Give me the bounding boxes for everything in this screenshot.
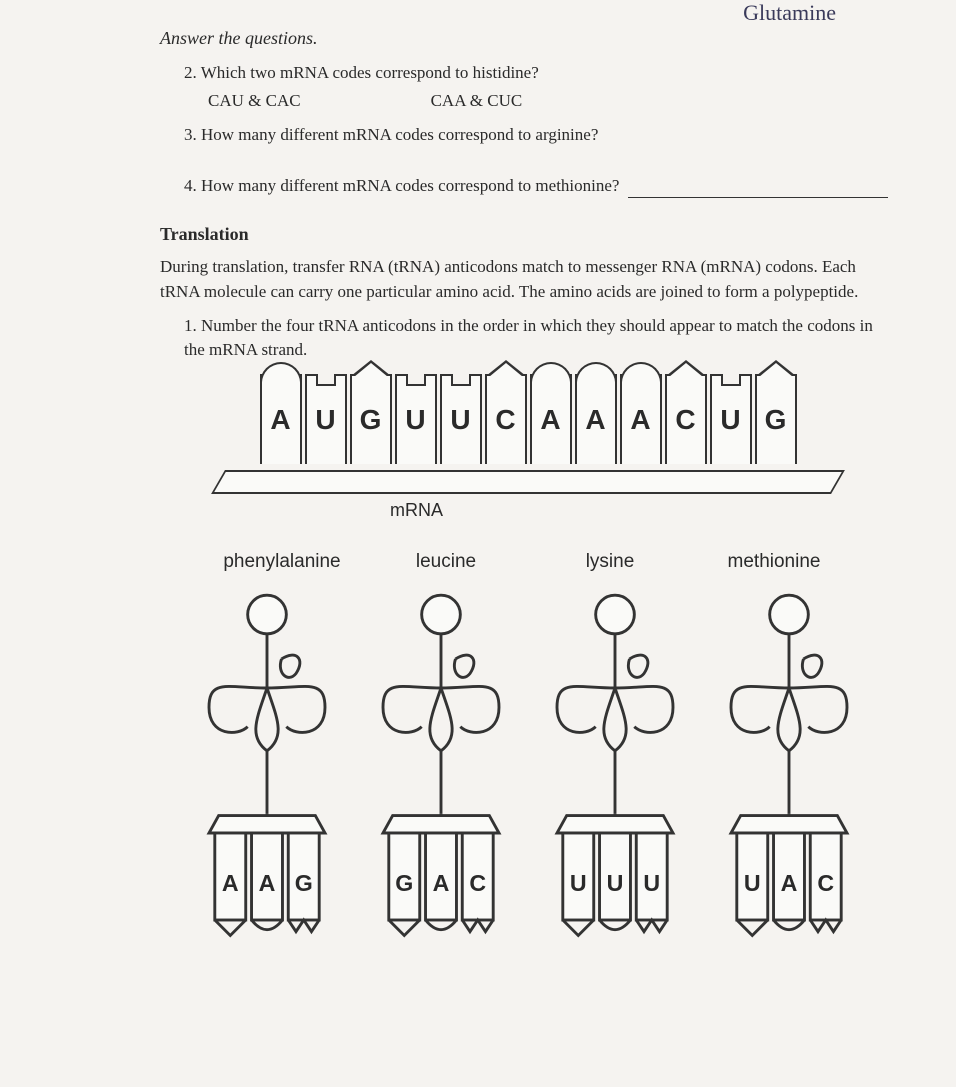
handwritten-answer: Glutamine — [743, 0, 836, 26]
svg-text:C: C — [817, 870, 834, 896]
svg-text:C: C — [469, 870, 486, 896]
mrna-base-4: U — [440, 374, 482, 464]
trna-label-0: phenylalanine — [200, 551, 364, 573]
mrna-base-11: G — [755, 374, 797, 464]
question-3: 3. How many different mRNA codes corresp… — [184, 123, 896, 147]
translation-q1: 1. Number the four tRNA anticodons in th… — [184, 314, 896, 362]
mrna-strand: AUGUUCAAACUG — [160, 374, 896, 464]
q4-number: 4. — [184, 176, 197, 195]
mrna-base-1: U — [305, 374, 347, 464]
mrna-base-row: AUGUUCAAACUG — [260, 374, 797, 464]
trna-label-2: lysine — [528, 551, 692, 573]
mrna-base-8: A — [620, 374, 662, 464]
svg-text:U: U — [643, 870, 660, 896]
mrna-label: mRNA — [390, 500, 896, 521]
svg-text:U: U — [744, 870, 761, 896]
trna-2: U U U — [528, 585, 702, 965]
mrna-base-0: A — [260, 374, 302, 464]
tq1-text: Number the four tRNA anticodons in the o… — [184, 316, 873, 359]
mrna-base-5: C — [485, 374, 527, 464]
trna-3: U A C — [702, 585, 876, 965]
trna-row: A A G G A C — [180, 585, 876, 965]
svg-text:A: A — [259, 870, 276, 896]
translation-body: During translation, transfer RNA (tRNA) … — [160, 255, 896, 304]
translation-heading: Translation — [160, 224, 896, 245]
q4-text: How many different mRNA codes correspond… — [201, 176, 619, 195]
svg-text:G: G — [395, 870, 413, 896]
mrna-base-6: A — [530, 374, 572, 464]
question-2: 2. Which two mRNA codes correspond to hi… — [184, 61, 896, 113]
trna-label-row: phenylalanineleucinelysinemethionine — [200, 551, 856, 573]
mrna-base-2: G — [350, 374, 392, 464]
q4-blank[interactable] — [628, 197, 888, 198]
mrna-base-10: U — [710, 374, 752, 464]
q3-text: How many different mRNA codes correspond… — [201, 125, 598, 144]
svg-text:U: U — [607, 870, 624, 896]
mrna-base-3: U — [395, 374, 437, 464]
mrna-platform — [211, 470, 845, 494]
svg-text:G: G — [295, 870, 313, 896]
svg-text:U: U — [570, 870, 587, 896]
worksheet-page: Glutamine Answer the questions. 2. Which… — [0, 0, 956, 985]
svg-text:A: A — [781, 870, 798, 896]
answer-header: Answer the questions. — [160, 28, 896, 49]
trna-1: G A C — [354, 585, 528, 965]
q2-option-a: CAU & CAC — [208, 89, 301, 113]
q3-number: 3. — [184, 125, 197, 144]
q2-option-b: CAA & CUC — [431, 89, 523, 113]
mrna-base-9: C — [665, 374, 707, 464]
tq1-number: 1. — [184, 316, 197, 335]
q2-number: 2. — [184, 63, 197, 82]
trna-0: A A G — [180, 585, 354, 965]
svg-text:A: A — [433, 870, 450, 896]
trna-label-1: leucine — [364, 551, 528, 573]
diagram-area: AUGUUCAAACUG mRNA phenylalanineleucinely… — [160, 374, 896, 965]
trna-label-3: methionine — [692, 551, 856, 573]
mrna-base-7: A — [575, 374, 617, 464]
svg-text:A: A — [222, 870, 239, 896]
question-4: 4. How many different mRNA codes corresp… — [184, 174, 896, 198]
q2-text: Which two mRNA codes correspond to histi… — [201, 63, 539, 82]
q2-options: CAU & CAC CAA & CUC — [208, 89, 896, 113]
